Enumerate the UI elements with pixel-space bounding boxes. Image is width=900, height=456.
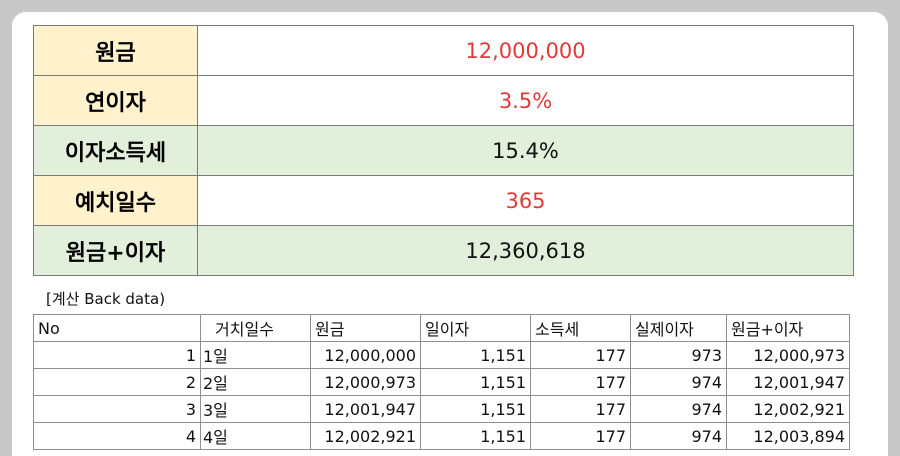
cell-actual-interest[interactable]: 974	[630, 422, 727, 450]
back-data-caption: [계산 Back data)	[46, 290, 166, 308]
cell-daily-interest[interactable]: 1,151	[420, 368, 531, 396]
summary-table: 원금 12,000,000 연이자 3.5% 이자소득세 15.4% 예치일수 …	[33, 25, 854, 276]
cell-no[interactable]: 4	[33, 422, 201, 450]
table-row: 3 3일 12,001,947 1,151 177 974 12,002,921	[33, 395, 850, 423]
total-value[interactable]: 12,360,618	[197, 225, 854, 276]
content-card: 원금 12,000,000 연이자 3.5% 이자소득세 15.4% 예치일수 …	[12, 12, 888, 456]
cell-income-tax[interactable]: 177	[530, 422, 631, 450]
interest-tax-label: 이자소득세	[33, 125, 198, 176]
header-actual-interest[interactable]: 실제이자	[630, 314, 727, 342]
cell-daily-interest[interactable]: 1,151	[420, 422, 531, 450]
cell-days[interactable]: 1일	[200, 341, 311, 369]
back-data-header-row: No 거치일수 원금 일이자 소득세 실제이자 원금+이자	[33, 314, 850, 342]
summary-row-interest-tax: 이자소득세 15.4%	[33, 125, 854, 176]
cell-daily-interest[interactable]: 1,151	[420, 395, 531, 423]
cell-no[interactable]: 3	[33, 395, 201, 423]
deposit-days-value[interactable]: 365	[197, 175, 854, 226]
summary-row-annual-interest: 연이자 3.5%	[33, 75, 854, 126]
header-principal[interactable]: 원금	[310, 314, 421, 342]
cell-no[interactable]: 2	[33, 368, 201, 396]
cell-income-tax[interactable]: 177	[530, 368, 631, 396]
cell-total[interactable]: 12,002,921	[726, 395, 850, 423]
interest-tax-value[interactable]: 15.4%	[197, 125, 854, 176]
cell-daily-interest[interactable]: 1,151	[420, 341, 531, 369]
summary-row-principal: 원금 12,000,000	[33, 25, 854, 76]
cell-days[interactable]: 3일	[200, 395, 311, 423]
principal-value[interactable]: 12,000,000	[197, 25, 854, 76]
principal-label: 원금	[33, 25, 198, 76]
summary-row-total: 원금+이자 12,360,618	[33, 225, 854, 276]
cell-actual-interest[interactable]: 974	[630, 395, 727, 423]
total-label: 원금+이자	[33, 225, 198, 276]
cell-actual-interest[interactable]: 974	[630, 368, 727, 396]
cell-principal[interactable]: 12,001,947	[310, 395, 421, 423]
summary-row-deposit-days: 예치일수 365	[33, 175, 854, 226]
header-daily-interest[interactable]: 일이자	[420, 314, 531, 342]
annual-interest-label: 연이자	[33, 75, 198, 126]
cell-principal[interactable]: 12,000,000	[310, 341, 421, 369]
cell-days[interactable]: 2일	[200, 368, 311, 396]
header-income-tax[interactable]: 소득세	[530, 314, 631, 342]
cell-no[interactable]: 1	[33, 341, 201, 369]
header-days[interactable]: 거치일수	[200, 314, 311, 342]
cell-total[interactable]: 12,000,973	[726, 341, 850, 369]
cell-principal[interactable]: 12,000,973	[310, 368, 421, 396]
deposit-days-label: 예치일수	[33, 175, 198, 226]
annual-interest-value[interactable]: 3.5%	[197, 75, 854, 126]
table-row: 1 1일 12,000,000 1,151 177 973 12,000,973	[33, 341, 850, 369]
cell-actual-interest[interactable]: 973	[630, 341, 727, 369]
cell-total[interactable]: 12,003,894	[726, 422, 850, 450]
table-row: 2 2일 12,000,973 1,151 177 974 12,001,947	[33, 368, 850, 396]
cell-principal[interactable]: 12,002,921	[310, 422, 421, 450]
cell-income-tax[interactable]: 177	[530, 395, 631, 423]
table-row: 4 4일 12,002,921 1,151 177 974 12,003,894	[33, 422, 850, 450]
header-no[interactable]: No	[33, 314, 201, 342]
back-data-table: No 거치일수 원금 일이자 소득세 실제이자 원금+이자 1 1일 12,00…	[33, 314, 850, 450]
cell-income-tax[interactable]: 177	[530, 341, 631, 369]
cell-days[interactable]: 4일	[200, 422, 311, 450]
cell-total[interactable]: 12,001,947	[726, 368, 850, 396]
header-total[interactable]: 원금+이자	[726, 314, 850, 342]
